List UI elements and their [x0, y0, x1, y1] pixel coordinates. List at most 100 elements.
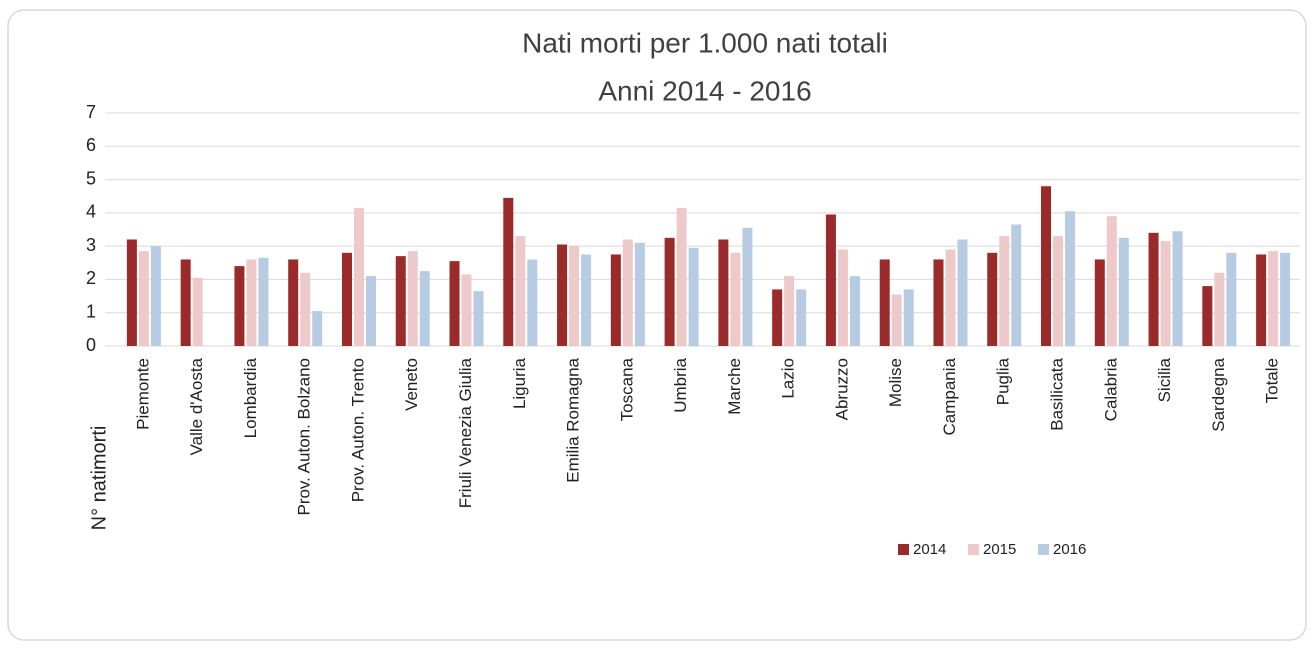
x-tick-label: Prov. Auton. Trento	[348, 358, 367, 502]
bar	[515, 236, 526, 346]
bar	[688, 247, 699, 346]
chart-title: Nati morti per 1.000 nati totali	[522, 27, 888, 58]
bar	[1202, 286, 1213, 346]
bar	[1280, 252, 1291, 346]
bar	[1160, 241, 1171, 346]
y-tick-label: 6	[86, 135, 96, 155]
bar	[891, 294, 902, 346]
bar	[933, 259, 944, 346]
bar	[610, 254, 621, 346]
y-tick-label: 2	[86, 268, 96, 288]
bar	[676, 207, 687, 346]
bar	[1065, 211, 1076, 346]
bar	[234, 266, 245, 346]
bar	[664, 237, 675, 346]
bar	[395, 256, 406, 346]
bar	[473, 291, 484, 346]
x-tick-label: Molise	[886, 358, 905, 407]
x-tick-label: Veneto	[402, 358, 421, 411]
x-tick-label: Puglia	[994, 357, 1013, 405]
x-tick-label: Prov. Auton. Bolzano	[295, 358, 314, 516]
legend-swatch	[968, 544, 979, 555]
bar	[1214, 272, 1225, 346]
bar	[730, 252, 741, 346]
bar	[837, 249, 848, 346]
bar	[449, 261, 460, 346]
y-tick-label: 7	[86, 102, 96, 122]
bar	[527, 259, 538, 346]
chart-subtitle: Anni 2014 - 2016	[598, 75, 811, 106]
x-tick-label: Marche	[725, 358, 744, 415]
bar	[138, 251, 149, 346]
bar	[849, 276, 860, 346]
bar	[365, 276, 376, 346]
bar	[957, 239, 968, 346]
legend-label: 2015	[983, 541, 1016, 558]
bar	[987, 252, 998, 346]
bar	[557, 244, 568, 346]
y-tick-label: 0	[86, 335, 96, 355]
x-tick-label: Abruzzo	[832, 358, 851, 420]
bar	[581, 254, 592, 346]
bar	[742, 227, 753, 346]
legend-label: 2014	[913, 541, 946, 558]
bar	[353, 207, 364, 346]
bar	[300, 272, 311, 346]
bar	[461, 274, 472, 346]
y-axis-label: N° natimorti	[88, 426, 110, 531]
legend-label: 2016	[1053, 541, 1086, 558]
bar	[825, 214, 836, 346]
x-tick-label: Toscana	[617, 357, 636, 421]
x-tick-label: Piemonte	[133, 358, 152, 430]
bar	[1118, 237, 1129, 346]
x-tick-label: Calabria	[1101, 357, 1120, 421]
x-tick-label: Friuli Venezia Giulia	[456, 357, 475, 508]
bar	[288, 259, 299, 346]
bar	[718, 239, 729, 346]
bar	[945, 249, 956, 346]
bar	[312, 311, 323, 346]
x-tick-label: Campania	[940, 357, 959, 435]
bar	[1172, 231, 1183, 346]
bar	[1041, 186, 1052, 346]
bar	[180, 259, 191, 346]
y-tick-label: 5	[86, 168, 96, 188]
bar	[1094, 259, 1105, 346]
y-tick-label: 1	[86, 301, 96, 321]
bar	[634, 242, 645, 346]
bar	[192, 277, 203, 346]
bar	[796, 289, 807, 346]
y-tick-label: 3	[86, 235, 96, 255]
bar	[407, 251, 418, 346]
bar	[772, 289, 783, 346]
legend-swatch	[898, 544, 909, 555]
bar	[784, 276, 795, 346]
x-tick-label: Totale	[1263, 358, 1282, 403]
bar	[1053, 236, 1064, 346]
x-tick-label: Valle d'Aosta	[187, 357, 206, 455]
bar	[999, 236, 1010, 346]
bar	[419, 271, 430, 346]
bar	[569, 246, 580, 346]
legend-swatch	[1038, 544, 1049, 555]
bar	[1226, 252, 1237, 346]
x-tick-label: Sicilia	[1155, 357, 1174, 402]
bar	[1256, 254, 1267, 346]
bar	[126, 239, 137, 346]
bar	[622, 239, 633, 346]
x-tick-label: Sardegna	[1209, 357, 1228, 431]
x-tick-label: Basilicata	[1048, 357, 1067, 430]
y-tick-label: 4	[86, 202, 96, 222]
bar	[1268, 251, 1279, 346]
bar	[150, 246, 161, 346]
bar	[503, 197, 514, 346]
bar	[258, 257, 269, 346]
bar	[1011, 224, 1022, 346]
bar	[246, 259, 257, 346]
x-tick-label: Lazio	[779, 358, 798, 399]
bar	[879, 259, 890, 346]
x-tick-label: Liguria	[510, 357, 529, 409]
x-tick-label: Emilia Romagna	[564, 357, 583, 482]
bar	[903, 289, 914, 346]
